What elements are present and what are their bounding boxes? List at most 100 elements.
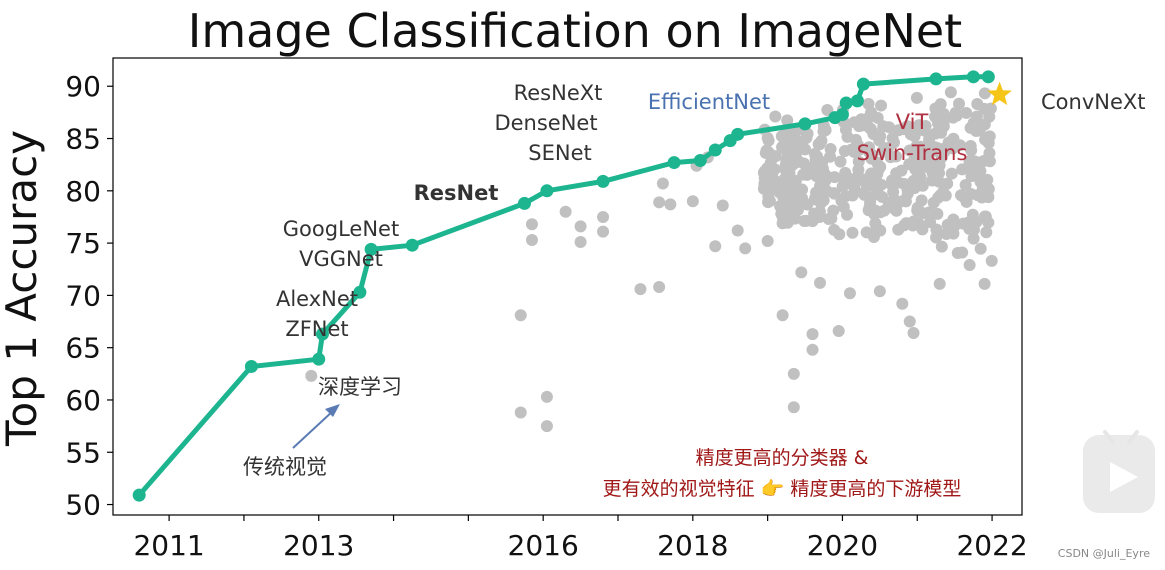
play-button-icon[interactable] xyxy=(1083,430,1155,513)
other-model-point xyxy=(841,208,854,221)
other-model-point xyxy=(814,276,826,289)
other-model-point xyxy=(792,135,805,148)
other-model-point xyxy=(983,110,996,123)
annotation-convnext: ConvNeXt xyxy=(1041,90,1146,114)
other-model-point xyxy=(769,110,782,123)
x-tick-label: 2011 xyxy=(133,529,204,562)
other-model-point xyxy=(877,144,890,157)
annotation-resnext: ResNeXt xyxy=(514,81,603,105)
other-model-point xyxy=(877,120,890,133)
other-model-point xyxy=(983,147,996,160)
other-model-point xyxy=(978,277,991,290)
sota-point xyxy=(244,360,258,374)
other-model-point xyxy=(574,220,587,233)
y-axis: 50 55 60 65 70 75 80 85 90 xyxy=(65,70,113,522)
y-tick-label: 65 xyxy=(65,332,101,365)
other-model-point xyxy=(898,219,911,232)
other-model-point xyxy=(960,106,973,119)
other-model-point xyxy=(909,163,922,176)
annotation-vit: ViT xyxy=(896,110,929,134)
other-model-point xyxy=(935,240,948,253)
sota-point xyxy=(856,77,870,91)
annotation-swin: Swin-Trans xyxy=(857,141,968,165)
annotation-claim-line2: 更有效的视觉特征 👉 精度更高的下游模型 xyxy=(603,478,962,500)
y-tick-label: 55 xyxy=(65,436,101,469)
other-model-point xyxy=(782,134,795,147)
sota-point xyxy=(981,70,995,84)
sota-point xyxy=(364,242,378,256)
other-model-point xyxy=(731,224,744,237)
other-model-point xyxy=(869,204,882,217)
other-model-point xyxy=(890,150,903,163)
other-model-point xyxy=(634,283,647,296)
other-model-point xyxy=(980,226,993,239)
other-model-point xyxy=(970,110,983,123)
other-model-point xyxy=(963,259,976,272)
other-model-point xyxy=(788,178,801,191)
other-model-point xyxy=(933,158,946,171)
other-model-point xyxy=(907,147,920,160)
other-model-point xyxy=(716,199,729,212)
other-model-point xyxy=(965,188,978,201)
other-model-point xyxy=(832,324,845,337)
x-tick-label: 2016 xyxy=(508,529,579,562)
other-model-point xyxy=(783,198,796,211)
other-model-point xyxy=(869,181,882,194)
other-model-point xyxy=(783,188,796,201)
other-model-point xyxy=(966,216,979,229)
other-model-point xyxy=(764,156,777,169)
annotation-vggnet: VGGNet xyxy=(299,247,383,271)
other-model-point xyxy=(985,254,998,267)
other-model-point xyxy=(828,223,841,236)
other-model-point xyxy=(762,134,775,147)
other-model-point xyxy=(919,160,932,173)
other-model-point xyxy=(525,233,538,246)
other-model-point xyxy=(834,155,847,168)
other-model-point xyxy=(916,223,929,236)
other-model-point xyxy=(931,207,944,220)
other-model-point xyxy=(930,223,943,236)
sota-point xyxy=(315,327,329,341)
annotation-alexnet: AlexNet xyxy=(276,287,358,311)
other-model-point xyxy=(855,113,868,126)
sota-point xyxy=(405,238,419,252)
other-model-point xyxy=(941,218,954,231)
other-model-point xyxy=(954,139,967,152)
other-model-point xyxy=(801,198,814,211)
annotation-zfnet: ZFNet xyxy=(285,317,348,341)
sota-point xyxy=(596,174,610,188)
other-model-point xyxy=(801,127,814,140)
other-model-point xyxy=(927,196,940,209)
sota-series xyxy=(132,70,995,502)
other-model-point xyxy=(559,205,572,218)
other-model-point xyxy=(981,173,994,186)
sota-point xyxy=(693,153,707,167)
other-model-point xyxy=(933,277,946,290)
y-tick-label: 80 xyxy=(65,175,101,208)
other-model-point xyxy=(846,226,859,239)
other-model-point xyxy=(664,198,677,211)
other-model-point xyxy=(872,161,885,174)
other-model-point xyxy=(656,177,669,190)
other-model-point xyxy=(597,225,610,238)
other-model-point xyxy=(791,203,804,216)
other-model-point xyxy=(766,169,779,182)
other-model-point xyxy=(935,126,948,139)
other-model-point xyxy=(969,162,982,175)
sota-point xyxy=(132,488,146,502)
annotation-traditional-vision: 传统视觉 xyxy=(243,455,327,479)
other-model-point xyxy=(934,98,947,111)
other-models-scatter xyxy=(305,86,998,433)
other-model-point xyxy=(514,309,527,322)
other-model-point xyxy=(762,190,775,203)
other-model-point xyxy=(653,196,666,209)
other-model-point xyxy=(709,240,722,253)
other-model-point xyxy=(758,177,771,190)
other-model-point xyxy=(574,236,587,249)
annotation-claim-line1: 精度更高的分类器 & xyxy=(696,447,869,469)
other-model-point xyxy=(305,369,318,382)
annotation-densenet: DenseNet xyxy=(494,111,597,135)
arrow-to-deep-learning xyxy=(292,409,335,449)
other-model-point xyxy=(866,149,879,162)
